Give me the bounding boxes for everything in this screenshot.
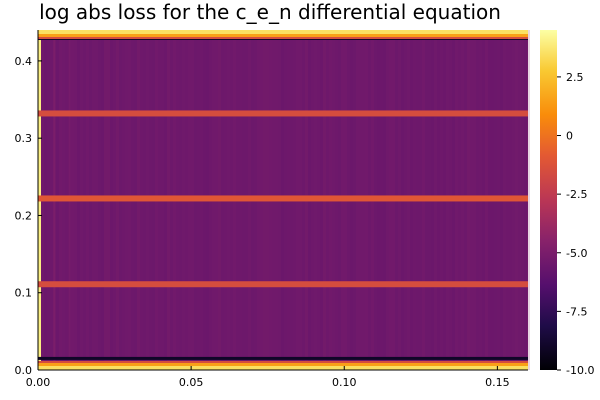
y-tick-label: 0.1 [15, 287, 33, 300]
colorbar-tick-label: 2.5 [566, 71, 584, 84]
x-tick-label: 0.00 [26, 376, 51, 389]
horizontal-band [38, 366, 528, 370]
colorbar-tick-label: -5.0 [566, 247, 587, 260]
y-tick-label: 0.3 [15, 132, 33, 145]
horizontal-band [38, 363, 528, 366]
colorbar-bar [540, 30, 557, 370]
x-tick-label: 0.10 [332, 376, 357, 389]
colorbar-tick-label: 0 [566, 130, 573, 143]
horizontal-band [38, 37, 528, 39]
axes: 0.00 0.05 0.10 0.15 0.0 0.1 0.2 0.3 0.4 [15, 30, 528, 389]
y-tick-label: 0.2 [15, 209, 33, 222]
horizontal-band [38, 30, 528, 34]
y-tick-label: 0.0 [15, 364, 33, 377]
colorbar: -10.0 -7.5 -5.0 -2.5 0 2.5 [540, 30, 594, 377]
horizontal-band [38, 356, 528, 360]
colorbar-tick-label: -7.5 [566, 305, 587, 318]
x-tick-label: 0.15 [485, 376, 510, 389]
horizontal-band [38, 361, 528, 363]
horizontal-band [38, 110, 528, 117]
horizontal-band [38, 34, 528, 37]
x-tick-label: 0.05 [179, 376, 204, 389]
heatmap-area [38, 30, 530, 370]
horizontal-band [38, 281, 528, 288]
horizontal-band [38, 195, 528, 202]
chart-title: log abs loss for the c_e_n differential … [39, 0, 501, 24]
y-tick-label: 0.4 [15, 55, 33, 68]
colorbar-tick-label: -10.0 [566, 364, 594, 377]
colorbar-tick-label: -2.5 [566, 188, 587, 201]
texture-column [527, 30, 530, 370]
